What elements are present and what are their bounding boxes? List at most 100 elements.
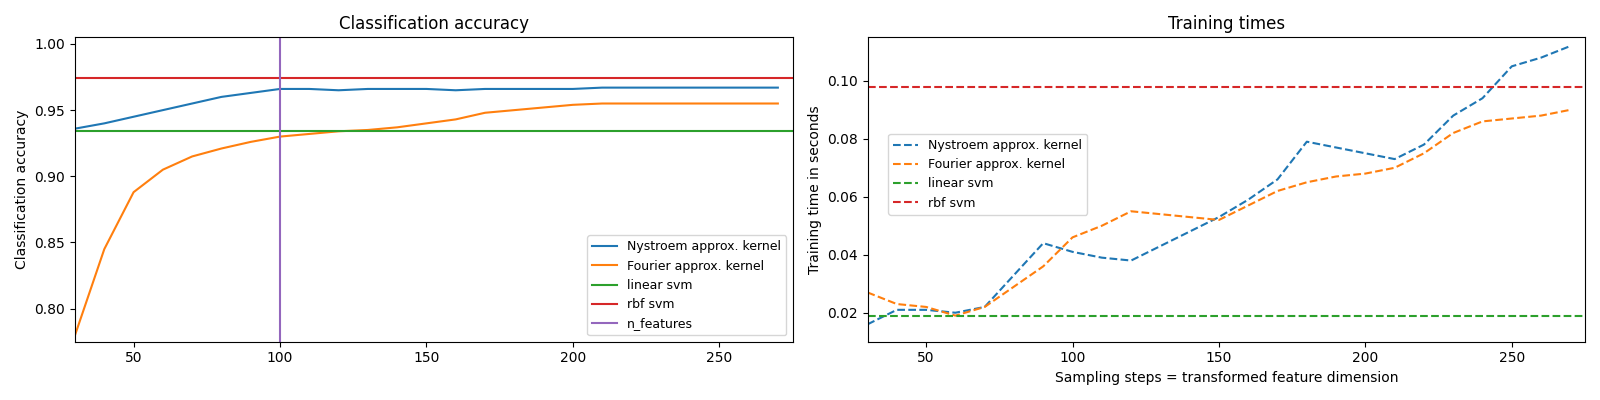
Nystroem approx. kernel — [182, 101, 202, 106]
Nystroem approx. kernel — [534, 86, 554, 91]
Legend: Nystroem approx. kernel, Fourier approx. kernel, linear svm, rbf svm, n_features: Nystroem approx. kernel, Fourier approx.… — [587, 236, 786, 336]
Fourier approx. kernel — [1560, 108, 1579, 112]
Fourier approx. kernel — [270, 134, 290, 139]
Nystroem approx. kernel — [387, 86, 406, 91]
Line: Nystroem approx. kernel: Nystroem approx. kernel — [75, 88, 778, 129]
Nystroem approx. kernel — [1062, 250, 1082, 254]
Nystroem approx. kernel — [1298, 139, 1317, 144]
Fourier approx. kernel — [1238, 203, 1258, 208]
Fourier approx. kernel — [946, 313, 965, 318]
Nystroem approx. kernel — [974, 304, 994, 309]
Nystroem approx. kernel — [1474, 96, 1493, 101]
Fourier approx. kernel — [680, 101, 699, 106]
Fourier approx. kernel — [1531, 113, 1550, 118]
Y-axis label: Training time in seconds: Training time in seconds — [808, 105, 821, 274]
Y-axis label: Classification accuracy: Classification accuracy — [14, 110, 29, 269]
Nystroem approx. kernel — [622, 85, 642, 90]
Fourier approx. kernel — [475, 110, 494, 115]
Nystroem approx. kernel — [1210, 215, 1229, 220]
Fourier approx. kernel — [358, 128, 378, 132]
Nystroem approx. kernel — [1414, 142, 1434, 147]
Fourier approx. kernel — [563, 102, 582, 107]
Fourier approx. kernel — [1210, 218, 1229, 222]
Fourier approx. kernel — [154, 167, 173, 172]
Fourier approx. kernel — [1150, 212, 1170, 216]
X-axis label: Sampling steps = transformed feature dimension: Sampling steps = transformed feature dim… — [1054, 371, 1398, 385]
Fourier approx. kernel — [1267, 188, 1286, 193]
Fourier approx. kernel — [858, 290, 877, 295]
Nystroem approx. kernel — [1267, 177, 1286, 182]
Nystroem approx. kernel — [739, 85, 758, 90]
Title: Classification accuracy: Classification accuracy — [339, 15, 528, 33]
Nystroem approx. kernel — [1531, 55, 1550, 60]
Fourier approx. kernel — [1093, 223, 1112, 228]
linear svm — [770, 313, 789, 318]
Nystroem approx. kernel — [1122, 258, 1141, 263]
Fourier approx. kernel — [592, 101, 611, 106]
Fourier approx. kernel — [211, 146, 230, 151]
Nystroem approx. kernel — [504, 86, 523, 91]
Nystroem approx. kernel — [592, 85, 611, 90]
Fourier approx. kernel — [123, 190, 142, 194]
Nystroem approx. kernel — [768, 85, 787, 90]
Fourier approx. kernel — [504, 108, 523, 112]
Line: Nystroem approx. kernel: Nystroem approx. kernel — [867, 46, 1570, 324]
Nystroem approx. kernel — [710, 85, 730, 90]
Nystroem approx. kernel — [1150, 244, 1170, 248]
Nystroem approx. kernel — [1034, 241, 1053, 246]
Fourier approx. kernel — [1062, 235, 1082, 240]
Fourier approx. kernel — [1122, 209, 1141, 214]
Fourier approx. kernel — [768, 101, 787, 106]
Fourier approx. kernel — [651, 101, 670, 106]
Fourier approx. kernel — [242, 140, 261, 144]
Nystroem approx. kernel — [446, 88, 466, 93]
Nystroem approx. kernel — [858, 322, 877, 327]
Fourier approx. kernel — [418, 121, 437, 126]
Nystroem approx. kernel — [1093, 255, 1112, 260]
Fourier approx. kernel — [1443, 130, 1462, 135]
Fourier approx. kernel — [94, 247, 114, 252]
Line: Fourier approx. kernel: Fourier approx. kernel — [867, 110, 1570, 316]
Nystroem approx. kernel — [651, 85, 670, 90]
Fourier approx. kernel — [1355, 171, 1374, 176]
Fourier approx. kernel — [1181, 215, 1200, 220]
Fourier approx. kernel — [888, 302, 907, 306]
Nystroem approx. kernel — [1502, 64, 1522, 69]
Title: Training times: Training times — [1168, 15, 1285, 33]
Nystroem approx. kernel — [66, 126, 85, 131]
Nystroem approx. kernel — [154, 108, 173, 112]
Nystroem approx. kernel — [270, 86, 290, 91]
Nystroem approx. kernel — [1238, 197, 1258, 202]
Fourier approx. kernel — [299, 132, 318, 136]
Fourier approx. kernel — [1005, 284, 1024, 289]
Fourier approx. kernel — [182, 154, 202, 159]
Fourier approx. kernel — [1474, 119, 1493, 124]
Nystroem approx. kernel — [1560, 44, 1579, 48]
Nystroem approx. kernel — [1443, 113, 1462, 118]
Fourier approx. kernel — [917, 304, 936, 309]
Legend: Nystroem approx. kernel, Fourier approx. kernel, linear svm, rbf svm: Nystroem approx. kernel, Fourier approx.… — [888, 134, 1086, 215]
Nystroem approx. kernel — [1326, 145, 1346, 150]
Fourier approx. kernel — [739, 101, 758, 106]
Nystroem approx. kernel — [299, 86, 318, 91]
Nystroem approx. kernel — [1355, 151, 1374, 156]
Nystroem approx. kernel — [211, 94, 230, 99]
Nystroem approx. kernel — [330, 88, 349, 93]
Nystroem approx. kernel — [123, 114, 142, 119]
linear svm — [773, 313, 792, 318]
Fourier approx. kernel — [622, 101, 642, 106]
Fourier approx. kernel — [1414, 151, 1434, 156]
Nystroem approx. kernel — [917, 308, 936, 312]
Fourier approx. kernel — [1502, 116, 1522, 121]
Nystroem approx. kernel — [563, 86, 582, 91]
Fourier approx. kernel — [1326, 174, 1346, 179]
Fourier approx. kernel — [974, 304, 994, 309]
Fourier approx. kernel — [446, 117, 466, 122]
Nystroem approx. kernel — [1386, 157, 1405, 162]
Nystroem approx. kernel — [1181, 229, 1200, 234]
Fourier approx. kernel — [1386, 165, 1405, 170]
Line: Fourier approx. kernel: Fourier approx. kernel — [75, 104, 778, 335]
Nystroem approx. kernel — [888, 308, 907, 312]
Nystroem approx. kernel — [946, 310, 965, 315]
Fourier approx. kernel — [534, 105, 554, 110]
